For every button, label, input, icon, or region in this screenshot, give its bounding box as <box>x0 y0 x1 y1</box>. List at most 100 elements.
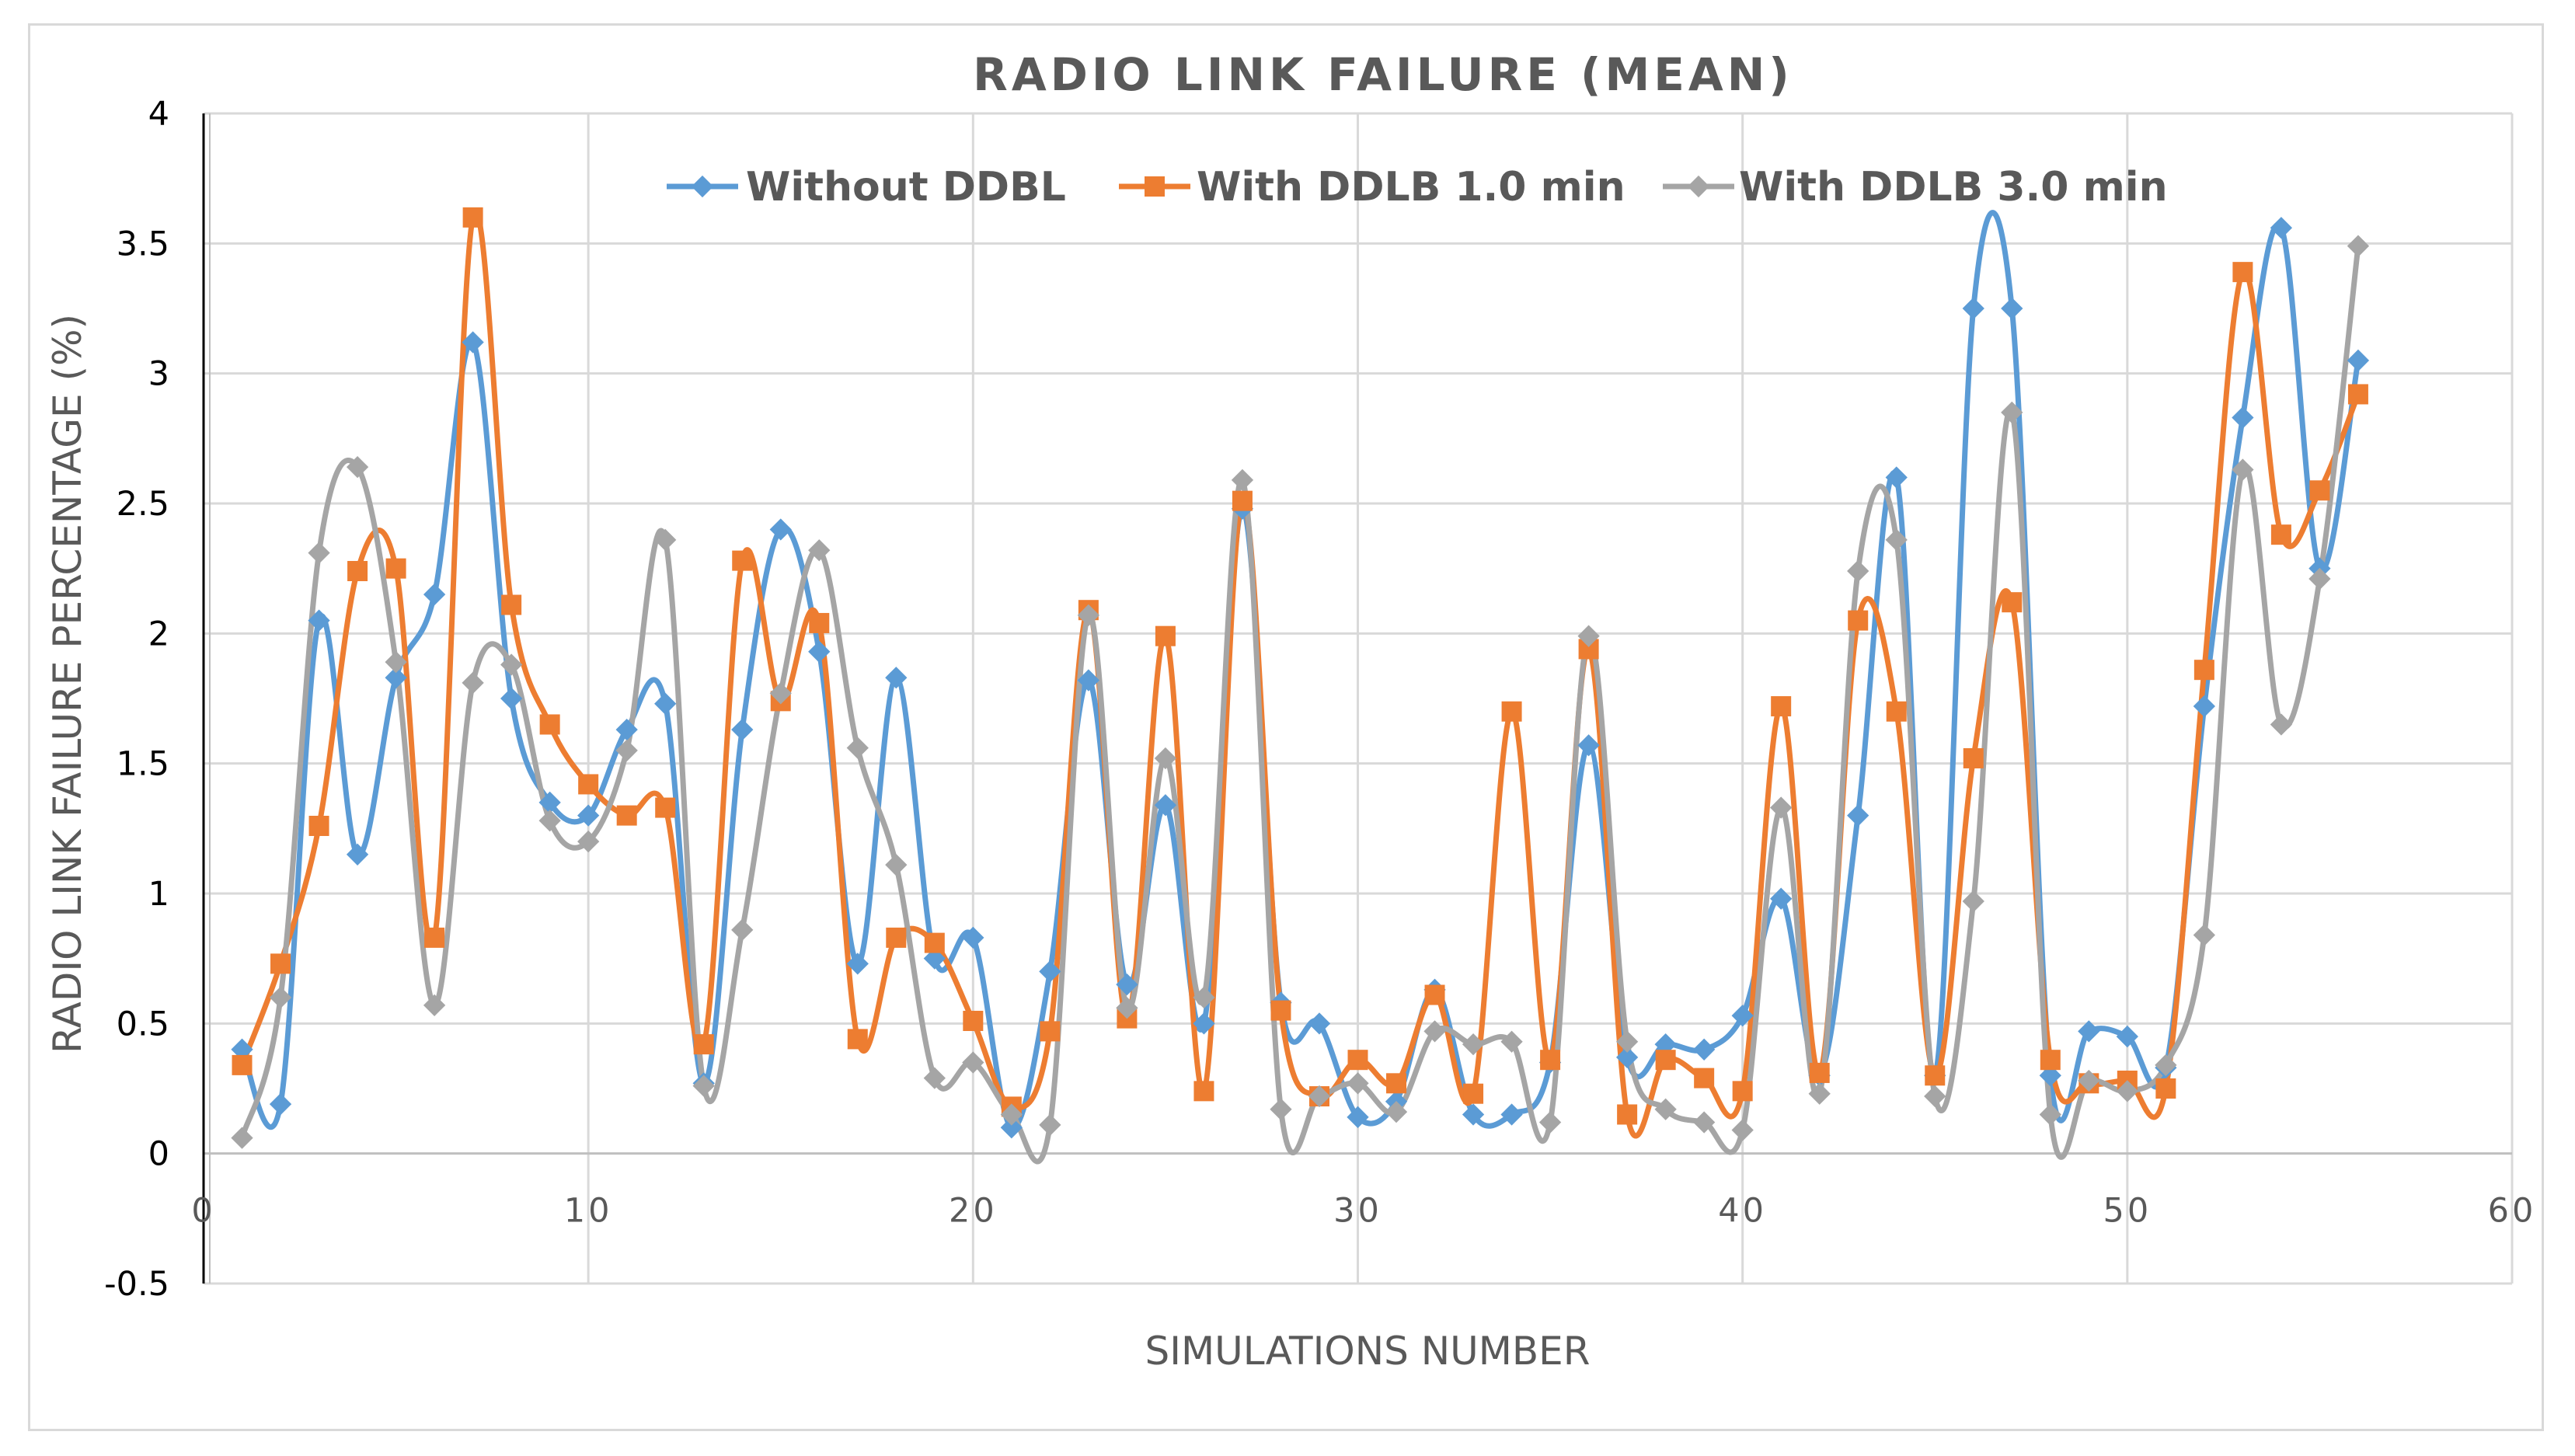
point-ddlb-1 <box>1040 1021 1061 1042</box>
point-ddlb-3 <box>1308 1085 1331 1108</box>
point-without-ddbl <box>1347 1106 1369 1128</box>
point-ddlb-1 <box>2040 1050 2061 1071</box>
y-tick-label: 3 <box>148 355 169 394</box>
point-ddlb-1 <box>1193 1081 1214 1102</box>
legend: Without DDBL With DDLB 1.0 min With DDLB… <box>667 164 2168 211</box>
point-without-ddbl <box>2347 349 2370 372</box>
point-without-ddbl <box>1693 1038 1716 1061</box>
point-ddlb-3 <box>808 539 831 562</box>
point-ddlb-3 <box>923 1067 946 1089</box>
x-axis-title: SIMULATIONS NUMBER <box>1145 1329 1591 1374</box>
point-ddlb-3 <box>2155 1054 2177 1077</box>
point-without-ddbl <box>654 692 677 715</box>
point-without-ddbl <box>2001 297 2023 320</box>
point-without-ddbl <box>615 719 638 741</box>
point-ddlb-3 <box>308 542 330 564</box>
point-without-ddbl <box>1577 734 1600 757</box>
point-ddlb-3 <box>1116 997 1138 1019</box>
point-ddlb-3 <box>1615 1030 1639 1053</box>
point-ddlb-3 <box>462 671 484 695</box>
point-ddlb-3 <box>577 830 600 853</box>
point-ddlb-1 <box>1540 1050 1561 1071</box>
x-tick-label: 30 <box>1333 1192 1382 1231</box>
point-ddlb-3 <box>1462 1033 1485 1056</box>
y-tick-label: 0 <box>148 1135 169 1174</box>
point-without-ddbl <box>2078 1020 2100 1043</box>
point-ddlb-1 <box>347 561 368 582</box>
y-tick-label: 4 <box>148 95 169 134</box>
point-ddlb-1 <box>1347 1050 1368 1071</box>
point-ddlb-3 <box>1847 559 1869 583</box>
legend-label-ddlb-3: With DDLB 3.0 min <box>1739 164 2168 211</box>
point-ddlb-1 <box>232 1054 253 1075</box>
point-ddlb-1 <box>1424 984 1445 1005</box>
point-ddlb-1 <box>2309 480 2330 501</box>
point-ddlb-1 <box>270 953 291 974</box>
point-without-ddbl <box>731 719 754 741</box>
point-ddlb-1 <box>809 612 830 633</box>
point-without-ddbl <box>500 687 523 710</box>
point-without-ddbl <box>769 518 792 541</box>
point-ddlb-1 <box>2155 1078 2176 1099</box>
point-without-ddbl <box>1500 1103 1523 1126</box>
point-without-ddbl <box>423 583 446 606</box>
point-without-ddbl <box>1039 960 1061 983</box>
point-ddlb-3 <box>2232 458 2254 481</box>
point-ddlb-3 <box>1347 1072 1369 1095</box>
legend-label-without-ddbl: Without DDBL <box>746 164 1066 211</box>
point-without-ddbl <box>808 640 831 663</box>
point-ddlb-3 <box>654 528 677 551</box>
point-ddlb-3 <box>1770 796 1793 819</box>
chart-title: RADIO LINK FAILURE (MEAN) <box>973 48 1793 101</box>
point-ddlb-1 <box>1501 701 1522 722</box>
point-ddlb-1 <box>2193 660 2214 681</box>
point-ddlb-3 <box>2039 1103 2061 1126</box>
point-ddlb-3 <box>731 918 754 941</box>
point-without-ddbl <box>385 667 407 689</box>
point-without-ddbl <box>346 843 369 866</box>
x-tick-label: 20 <box>949 1192 998 1231</box>
y-tick-label: 2 <box>148 615 169 653</box>
point-ddlb-1 <box>462 207 483 228</box>
point-ddlb-3 <box>1962 890 1984 913</box>
point-ddlb-1 <box>1809 1062 1830 1083</box>
point-ddlb-1 <box>963 1010 984 1031</box>
y-tick-label: 3.5 <box>117 225 169 263</box>
point-ddlb-1 <box>886 927 907 948</box>
point-ddlb-3 <box>1231 468 1254 492</box>
y-tick-label: 1 <box>148 875 169 914</box>
point-ddlb-1 <box>1655 1050 1676 1071</box>
legend-item-without-ddbl: Without DDBL <box>667 164 1066 211</box>
point-ddlb-3 <box>1693 1111 1716 1134</box>
x-tick-label: 50 <box>2103 1192 2152 1231</box>
point-ddlb-1 <box>1848 610 1869 631</box>
series-lines <box>239 208 2361 1165</box>
point-without-ddbl <box>2193 695 2216 718</box>
point-ddlb-3 <box>2270 713 2293 736</box>
point-ddlb-3 <box>615 739 638 762</box>
point-without-ddbl <box>2232 406 2254 429</box>
point-ddlb-3 <box>2347 235 2370 257</box>
point-ddlb-3 <box>1731 1119 1754 1141</box>
y-axis-title: RADIO LINK FAILURE PERCENTAGE (%) <box>45 314 90 1054</box>
legend-item-ddlb-1: With DDLB 1.0 min <box>1119 164 1625 211</box>
point-ddlb-1 <box>616 805 637 826</box>
point-without-ddbl <box>923 947 946 970</box>
point-ddlb-1 <box>1232 490 1253 511</box>
point-ddlb-1 <box>1886 701 1907 722</box>
point-ddlb-1 <box>424 927 445 948</box>
point-ddlb-3 <box>1654 1098 1677 1120</box>
point-without-ddbl <box>1615 1046 1639 1068</box>
point-ddlb-1 <box>308 815 329 836</box>
x-tick-label: 60 <box>2488 1192 2537 1231</box>
point-ddlb-1 <box>1386 1073 1407 1094</box>
point-ddlb-3 <box>1154 747 1177 770</box>
x-tick-label: 0 <box>191 1192 215 1231</box>
point-ddlb-1 <box>1732 1081 1753 1102</box>
point-ddlb-1 <box>385 558 406 579</box>
point-without-ddbl <box>2116 1025 2138 1048</box>
point-ddlb-3 <box>1270 1098 1292 1120</box>
y-tick-label: 0.5 <box>117 1005 169 1043</box>
point-without-ddbl <box>1770 887 1793 910</box>
axes <box>202 113 2512 1284</box>
